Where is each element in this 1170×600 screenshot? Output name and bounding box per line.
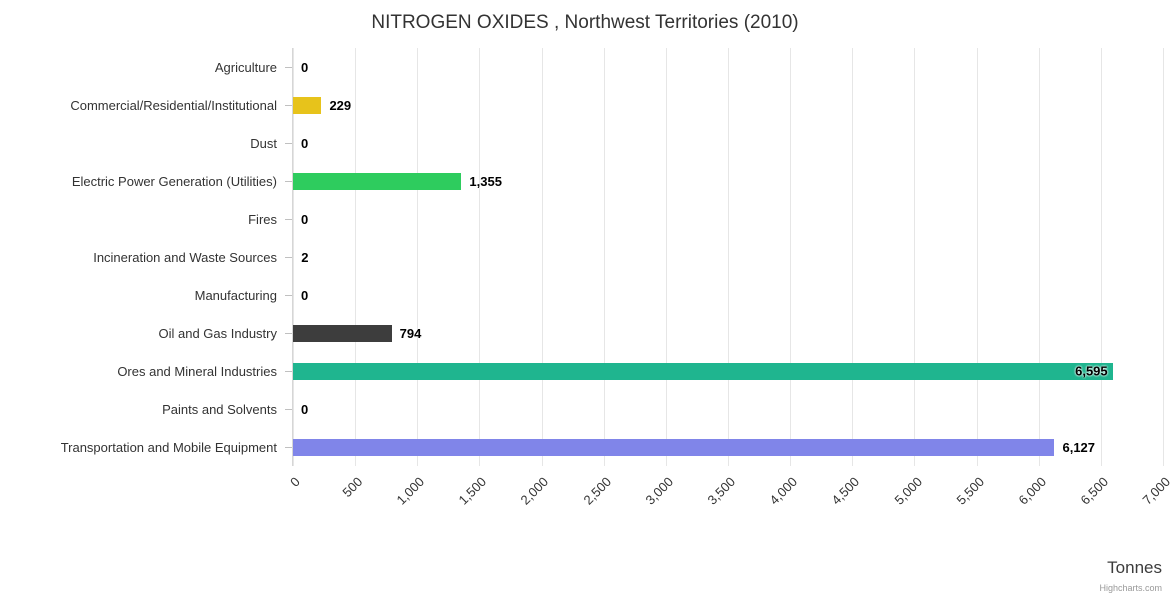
category-tick: [285, 180, 292, 182]
bar-row: 6,595: [293, 352, 1163, 390]
bar-row: 229: [293, 86, 1163, 124]
category-tick: [285, 446, 292, 448]
bar-row: 0: [293, 124, 1163, 162]
chart-body: Agriculture Commercial/Residential/Instit…: [0, 48, 1170, 466]
category-label: Incineration and Waste Sources: [0, 238, 292, 276]
plot-area: 0 229 0 1,355 0 2 0 794 6,595 0 6,127: [292, 48, 1164, 466]
category-label: Fires: [0, 200, 292, 238]
category-label: Paints and Solvents: [0, 390, 292, 428]
bar-row: 794: [293, 314, 1163, 352]
category-tick: [285, 66, 292, 68]
bar-row: 0: [293, 200, 1163, 238]
x-axis-title: Tonnes: [1107, 558, 1162, 577]
gridline: [1163, 48, 1164, 466]
category-tick: [285, 218, 292, 220]
category-label: Ores and Mineral Industries: [0, 352, 292, 390]
bar[interactable]: [293, 96, 322, 114]
category-label: Manufacturing: [0, 276, 292, 314]
value-label: 0: [301, 401, 309, 417]
bar-row: 6,127: [293, 428, 1163, 466]
value-label: 1,355: [469, 173, 502, 189]
bar[interactable]: [293, 324, 392, 342]
bar-row: 0: [293, 276, 1163, 314]
category-tick: [285, 142, 292, 144]
category-tick: [285, 256, 292, 258]
value-label: 2: [301, 249, 309, 265]
value-label: 0: [301, 287, 309, 303]
category-axis: Agriculture Commercial/Residential/Instit…: [0, 48, 292, 466]
value-label: 6,595: [1075, 363, 1108, 379]
category-label: Electric Power Generation (Utilities): [0, 162, 292, 200]
category-label: Oil and Gas Industry: [0, 314, 292, 352]
value-label: 229: [329, 97, 352, 113]
highcharts-credit[interactable]: Highcharts.com: [1099, 583, 1162, 593]
bar[interactable]: [293, 172, 462, 190]
category-label: Agriculture: [0, 48, 292, 86]
value-label: 0: [301, 135, 309, 151]
category-tick: [285, 332, 292, 334]
category-tick: [285, 408, 292, 410]
bar[interactable]: 6,595: [293, 362, 1113, 380]
value-label: 0: [301, 59, 309, 75]
category-tick: [285, 294, 292, 296]
bar[interactable]: [293, 438, 1055, 456]
category-label: Dust: [0, 124, 292, 162]
category-label: Transportation and Mobile Equipment: [0, 428, 292, 466]
value-label: 6,127: [1062, 439, 1096, 455]
bar-row: 0: [293, 48, 1163, 86]
value-label: 0: [301, 211, 309, 227]
chart-title: NITROGEN OXIDES , Northwest Territories …: [371, 12, 799, 33]
category-label: Commercial/Residential/Institutional: [0, 86, 292, 124]
bar-row: 0: [293, 390, 1163, 428]
value-label: 794: [399, 325, 422, 341]
bar-row: 2: [293, 238, 1163, 276]
category-tick: [285, 104, 292, 106]
category-tick: [285, 370, 292, 372]
x-axis-labels: 0 500 1,000 1,500 2,000 2,500 3,000 3,500 4,000 4…: [286, 474, 1170, 508]
bar-row: 1,355: [293, 162, 1163, 200]
